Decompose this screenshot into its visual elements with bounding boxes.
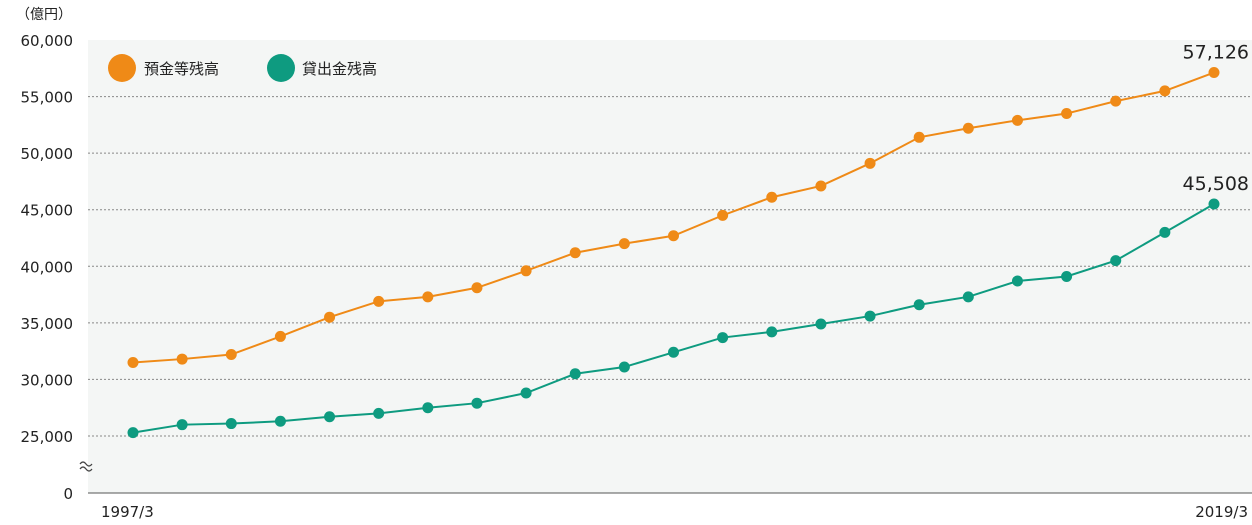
data-point bbox=[1110, 95, 1122, 107]
data-point bbox=[471, 397, 483, 409]
data-point bbox=[569, 247, 581, 259]
y-unit-label: （億円） bbox=[16, 7, 72, 23]
data-point bbox=[864, 310, 876, 322]
data-point bbox=[717, 332, 729, 344]
data-point bbox=[225, 418, 237, 430]
y-tick-label: 0 bbox=[63, 485, 73, 503]
data-point bbox=[1061, 270, 1073, 282]
data-point bbox=[766, 326, 778, 338]
data-point bbox=[1208, 67, 1220, 79]
data-point bbox=[1159, 226, 1171, 238]
data-point bbox=[471, 282, 483, 294]
data-point bbox=[1011, 275, 1023, 287]
data-point bbox=[127, 427, 139, 439]
data-point bbox=[1159, 85, 1171, 97]
data-point bbox=[766, 191, 778, 203]
data-point bbox=[717, 209, 729, 221]
y-axis-ticks: 60,000 55,000 50,000 45,000 40,000 35,000 30,0… bbox=[21, 32, 74, 503]
x-end-label: 2019/3 bbox=[1195, 503, 1248, 521]
legend: 預金等残高 貸出金残高 bbox=[108, 54, 377, 82]
data-point bbox=[569, 368, 581, 380]
end-value-label: 57,126 bbox=[1183, 42, 1249, 64]
x-start-label: 1997/3 bbox=[101, 503, 154, 521]
data-point bbox=[373, 295, 385, 307]
data-point bbox=[1208, 198, 1220, 210]
data-point bbox=[815, 180, 827, 192]
data-point bbox=[324, 311, 336, 323]
data-point bbox=[422, 291, 434, 303]
y-tick-label: 30,000 bbox=[21, 371, 74, 389]
y-tick-label: 40,000 bbox=[21, 258, 74, 276]
data-point bbox=[176, 419, 188, 431]
y-tick-label: 60,000 bbox=[21, 32, 74, 50]
data-point bbox=[1061, 108, 1073, 120]
data-point bbox=[422, 402, 434, 414]
data-point bbox=[913, 299, 925, 311]
data-point bbox=[913, 131, 925, 143]
gridlines bbox=[88, 96, 1252, 437]
y-tick-label: 45,000 bbox=[21, 202, 74, 220]
data-point bbox=[373, 407, 385, 419]
data-point bbox=[176, 353, 188, 365]
data-point bbox=[815, 318, 827, 330]
axis-break-icon bbox=[79, 461, 93, 472]
data-point bbox=[668, 230, 679, 242]
data-point bbox=[618, 238, 630, 250]
data-point bbox=[1110, 255, 1122, 267]
data-point bbox=[274, 415, 286, 427]
data-point bbox=[274, 330, 286, 342]
end-value-label: 45,508 bbox=[1183, 173, 1249, 195]
data-point bbox=[127, 356, 139, 368]
legend-label-loans: 貸出金残高 bbox=[302, 60, 377, 78]
data-point bbox=[962, 291, 974, 303]
y-tick-label: 50,000 bbox=[21, 145, 74, 163]
series-layer: 57,126 45,508 bbox=[127, 42, 1249, 439]
data-point bbox=[864, 157, 876, 169]
y-tick-label: 25,000 bbox=[21, 428, 74, 446]
data-point bbox=[618, 361, 630, 373]
legend-swatch-deposits bbox=[108, 54, 136, 82]
data-point bbox=[324, 411, 336, 423]
legend-label-deposits: 預金等残高 bbox=[144, 60, 219, 78]
data-point bbox=[520, 265, 532, 277]
y-tick-label: 55,000 bbox=[21, 89, 74, 107]
legend-swatch-loans bbox=[267, 54, 295, 82]
data-point bbox=[225, 349, 237, 361]
data-point bbox=[520, 387, 532, 399]
data-point bbox=[668, 346, 679, 358]
data-point bbox=[962, 122, 974, 134]
data-point bbox=[1011, 114, 1023, 126]
y-tick-label: 35,000 bbox=[21, 315, 74, 333]
